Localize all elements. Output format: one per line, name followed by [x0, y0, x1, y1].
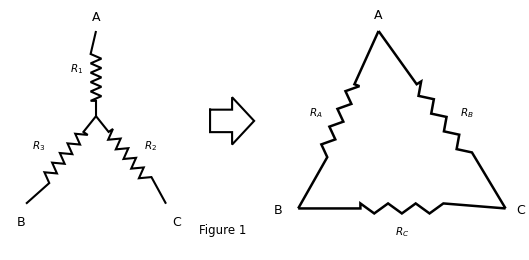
Text: A: A	[375, 9, 383, 22]
Text: B: B	[274, 204, 282, 217]
Text: $R_B$: $R_B$	[460, 106, 474, 120]
Text: C: C	[172, 216, 181, 229]
Text: $R_C$: $R_C$	[395, 225, 409, 239]
Text: $R_1$: $R_1$	[70, 62, 83, 76]
Text: Figure 1: Figure 1	[199, 224, 247, 237]
Text: $R_A$: $R_A$	[309, 106, 323, 120]
Polygon shape	[210, 97, 254, 145]
Text: A: A	[92, 11, 101, 24]
Text: B: B	[16, 216, 25, 229]
Text: $R_3$: $R_3$	[32, 139, 45, 153]
Text: C: C	[516, 204, 525, 217]
Text: $R_2$: $R_2$	[144, 139, 157, 153]
